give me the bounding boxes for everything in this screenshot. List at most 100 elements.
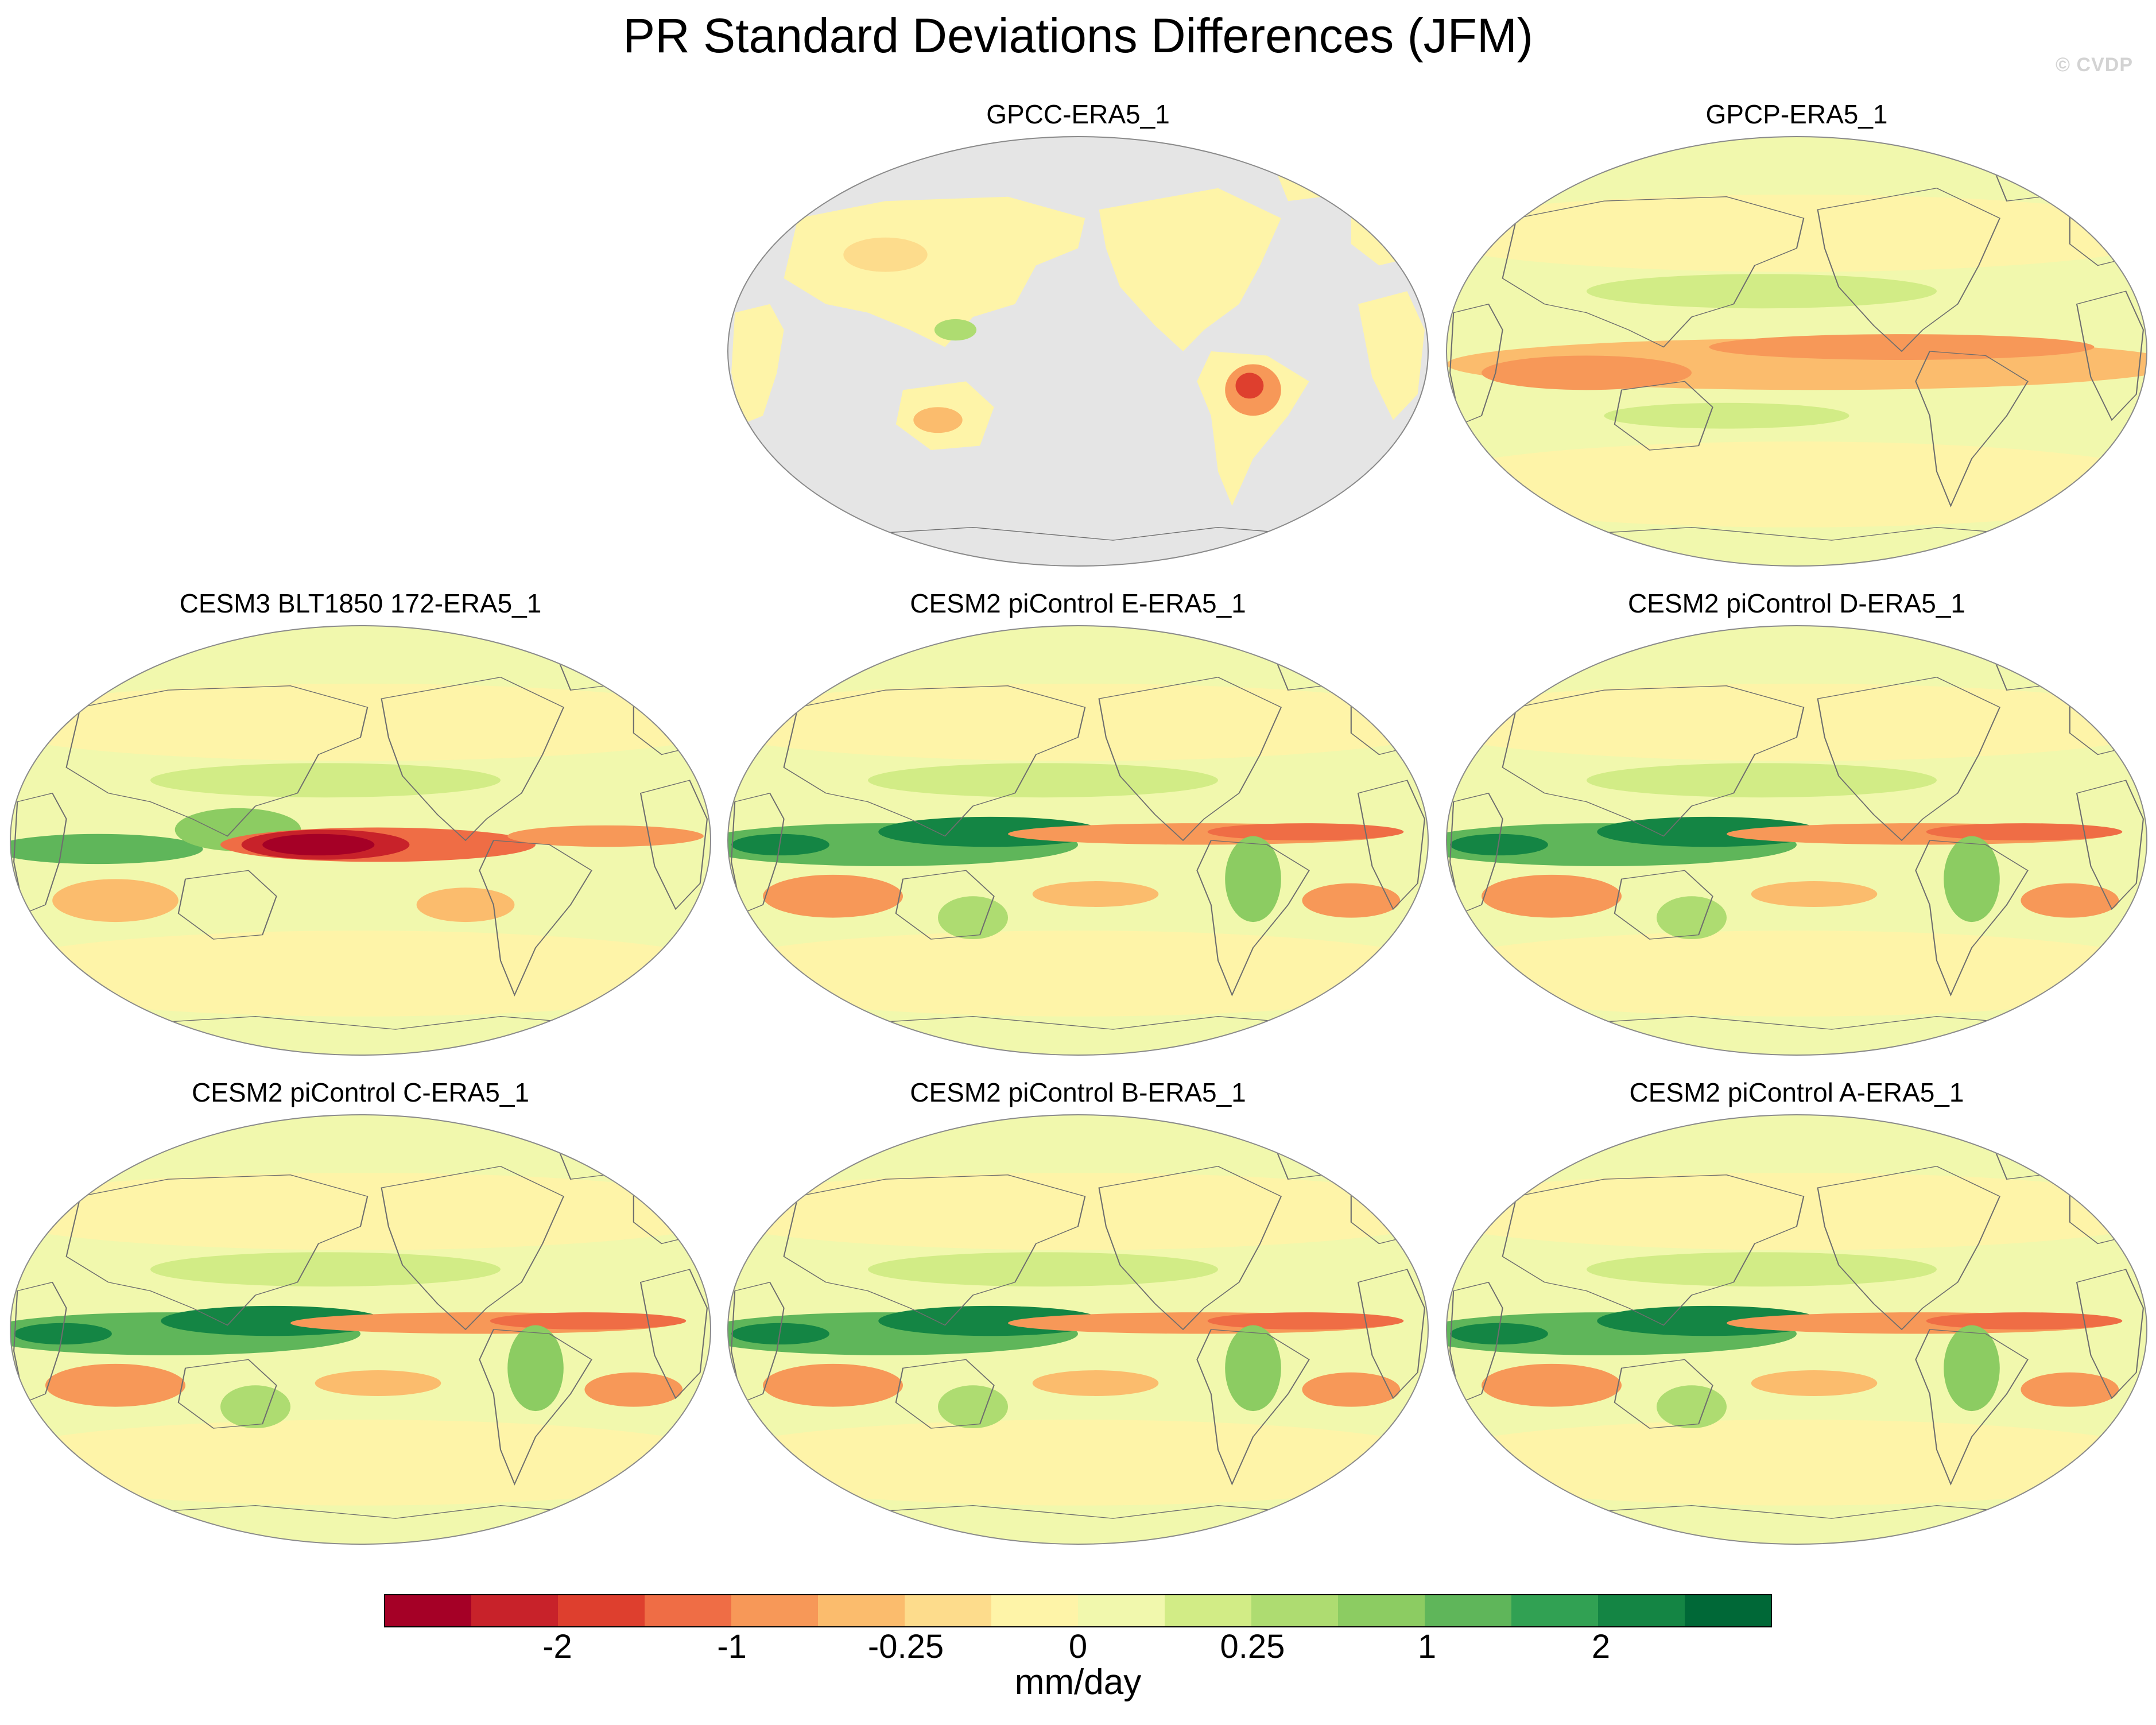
colorbar-swatch	[645, 1595, 732, 1627]
colorbar-swatch	[818, 1595, 905, 1627]
coastline-antarctica	[115, 1505, 606, 1519]
coastline-africa2	[639, 1269, 708, 1400]
coastline-australia	[1614, 1359, 1713, 1429]
coastline-africa	[731, 1281, 785, 1404]
coastline-africa	[1449, 303, 1503, 425]
colorbar-tick-label: 0.25	[1220, 1628, 1285, 1665]
coastline-samerica	[1196, 840, 1310, 997]
colorbar-swatch	[991, 1595, 1079, 1627]
coastline-australia	[177, 1359, 277, 1429]
map-border	[1446, 625, 2147, 1056]
coastline-namerica	[1098, 677, 1282, 842]
field-band	[868, 1252, 1218, 1287]
field-band	[1447, 683, 2147, 761]
field-band	[1302, 883, 1401, 918]
field-band	[1447, 931, 2147, 1017]
field-band	[1225, 1325, 1281, 1412]
colorbar-swatch	[905, 1595, 992, 1627]
field-band	[416, 887, 515, 922]
field-band	[150, 1252, 501, 1287]
coastline-antarctica	[1551, 1505, 2042, 1519]
map-panel-cesm2-c	[10, 1114, 711, 1545]
colorbar-swatch	[731, 1595, 819, 1627]
coastline-australia	[895, 870, 995, 940]
colorbar-swatch	[1165, 1595, 1252, 1627]
coastline-asia	[65, 685, 369, 837]
coastline-namerica	[1098, 1166, 1282, 1331]
coastline-asia	[65, 1174, 369, 1326]
coastline-antarctica	[832, 527, 1324, 541]
field-band	[507, 1325, 564, 1412]
coastline-samerica	[479, 1329, 592, 1486]
field-band	[1447, 1172, 2147, 1250]
field-band	[10, 931, 711, 1017]
panel-title-gpcc: GPCC-ERA5_1	[986, 99, 1170, 129]
field-band	[1751, 881, 1878, 907]
coastline-africa2	[2076, 290, 2144, 421]
coastline-antarctica	[115, 1016, 606, 1030]
coastline-namerica	[381, 1166, 565, 1331]
field-band	[45, 1363, 185, 1407]
panel-title-cesm2-c: CESM2 piControl C-ERA5_1	[191, 1077, 529, 1107]
coastline-namerica	[1817, 677, 2001, 842]
field-band	[2021, 883, 2119, 918]
colorbar-swatch	[1685, 1595, 1772, 1627]
map-border	[727, 1114, 1429, 1545]
coastline-antarctica	[832, 1016, 1324, 1030]
colorbar-tick-label: -1	[717, 1628, 747, 1665]
field-band	[1657, 1385, 1727, 1429]
field-band	[1032, 881, 1159, 907]
coastline-asia	[783, 1174, 1086, 1326]
field-patch	[913, 407, 963, 433]
colorbar-swatch	[471, 1595, 559, 1627]
coastline-samerica	[1196, 1329, 1310, 1486]
colorbar-swatch	[1251, 1595, 1339, 1627]
field-band	[763, 874, 903, 918]
coastline-africa	[13, 1281, 67, 1404]
field-band	[1032, 1370, 1159, 1396]
coastline-australia	[1614, 870, 1713, 940]
map-panel-cesm2-d	[1446, 625, 2147, 1056]
field-band	[1604, 402, 1849, 429]
panel-title-cesm3: CESM3 BLT1850 172-ERA5_1	[179, 588, 542, 618]
land-asia	[784, 196, 1085, 347]
field-band	[584, 1372, 683, 1407]
field-patch	[843, 237, 928, 272]
field-band	[1587, 274, 1937, 309]
colorbar-tick-label: -0.25	[867, 1628, 944, 1665]
field-band	[10, 683, 711, 761]
coastline-africa2	[2076, 780, 2144, 910]
field-band	[1944, 836, 2000, 922]
map-panel-cesm3	[10, 625, 711, 1056]
colorbar-outline	[384, 1594, 1772, 1627]
coastline-namerica	[1817, 188, 2001, 352]
coastline-australia	[1614, 381, 1713, 451]
field-band	[1450, 834, 1548, 856]
field-band	[1482, 874, 1622, 918]
field-band	[938, 896, 1008, 940]
coastline-asia	[1502, 1174, 1805, 1326]
coastline-asia	[783, 685, 1086, 837]
field-band	[507, 825, 704, 847]
panel-title-cesm2-d: CESM2 piControl D-ERA5_1	[1627, 588, 1965, 618]
panel-title-gpcp: GPCP-ERA5_1	[1705, 99, 1888, 129]
field-band	[1450, 1323, 1548, 1345]
coastline-antarctica	[1551, 527, 2042, 541]
map-border	[727, 625, 1429, 1056]
field-band	[731, 1323, 829, 1345]
field-band	[1207, 1312, 1404, 1329]
field-band	[10, 834, 203, 865]
field-band	[220, 1385, 290, 1429]
colorbar-swatch	[385, 1595, 472, 1627]
coastline-africa	[1449, 1281, 1503, 1404]
field-band	[1709, 334, 2095, 360]
field-band	[1225, 836, 1281, 922]
field-band	[938, 1385, 1008, 1429]
field-band	[150, 763, 501, 798]
map-panel-cesm2-a	[1446, 1114, 2147, 1545]
coastline-africa2	[639, 780, 708, 910]
land-namerica	[1099, 188, 1281, 351]
field-band	[1447, 441, 2147, 528]
colorbar-swatch	[1078, 1595, 1165, 1627]
